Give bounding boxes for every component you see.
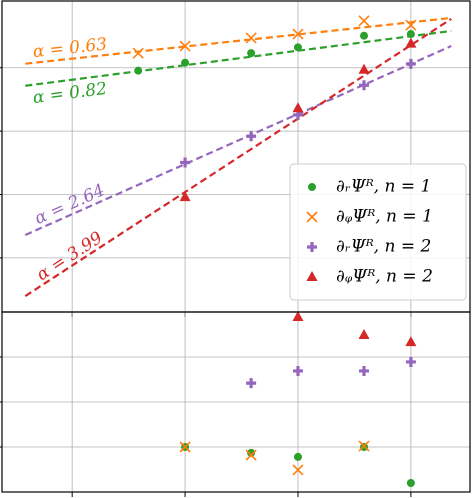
marker-circle xyxy=(406,479,415,487)
plot-frame xyxy=(1,311,471,493)
marker-triangle xyxy=(292,102,304,113)
marker-x xyxy=(405,19,417,31)
marker-circle xyxy=(360,31,369,40)
legend-label: ∂ᵩΨᴿ, n = 2 xyxy=(336,267,433,287)
marker-circle xyxy=(247,49,256,58)
marker-x xyxy=(358,15,370,27)
marker-plus xyxy=(359,80,370,91)
fit-label: α = 0.63 xyxy=(32,34,108,62)
fit-line xyxy=(25,16,452,65)
marker-circle xyxy=(247,448,256,457)
marker-triangle xyxy=(179,191,191,202)
marker-x xyxy=(292,464,304,476)
marker-plus xyxy=(359,365,370,376)
legend-marker xyxy=(308,183,316,191)
marker-x xyxy=(179,40,191,52)
marker-triangle xyxy=(405,37,417,48)
marker-x xyxy=(132,47,144,59)
legend-box xyxy=(289,163,467,301)
marker-plus xyxy=(405,356,416,367)
legend-marker xyxy=(306,271,318,281)
marker-plus xyxy=(292,365,303,376)
marker-triangle xyxy=(405,336,417,347)
marker-plus xyxy=(246,378,257,389)
marker-x xyxy=(179,441,191,453)
marker-circle xyxy=(406,30,415,39)
fit-label: α = 0.82 xyxy=(32,79,108,108)
marker-circle xyxy=(293,452,302,461)
marker-triangle xyxy=(292,310,304,321)
legend-marker xyxy=(306,211,318,223)
marker-x xyxy=(292,28,304,40)
marker-triangle xyxy=(358,63,370,74)
legend-label: ∂ᵣΨᴿ, n = 1 xyxy=(336,177,431,197)
fit-line xyxy=(24,45,452,236)
marker-x xyxy=(358,440,370,452)
fit-line xyxy=(25,29,452,87)
marker-x xyxy=(245,32,257,44)
marker-plus xyxy=(180,157,191,168)
marker-circle xyxy=(134,66,143,75)
marker-plus xyxy=(246,131,257,142)
legend-label: ∂ᵣΨᴿ, n = 2 xyxy=(336,237,431,257)
marker-circle xyxy=(293,43,302,52)
fit-label: α = 2.64 xyxy=(32,180,108,228)
legend-marker xyxy=(307,242,317,252)
fit-label: α = 3.99 xyxy=(33,228,106,285)
legend-label: ∂ᵩΨᴿ, n = 1 xyxy=(336,207,433,227)
marker-plus xyxy=(405,58,416,69)
fit-line xyxy=(24,17,452,297)
marker-triangle xyxy=(358,328,370,339)
marker-circle xyxy=(181,58,190,67)
marker-x xyxy=(245,449,257,461)
